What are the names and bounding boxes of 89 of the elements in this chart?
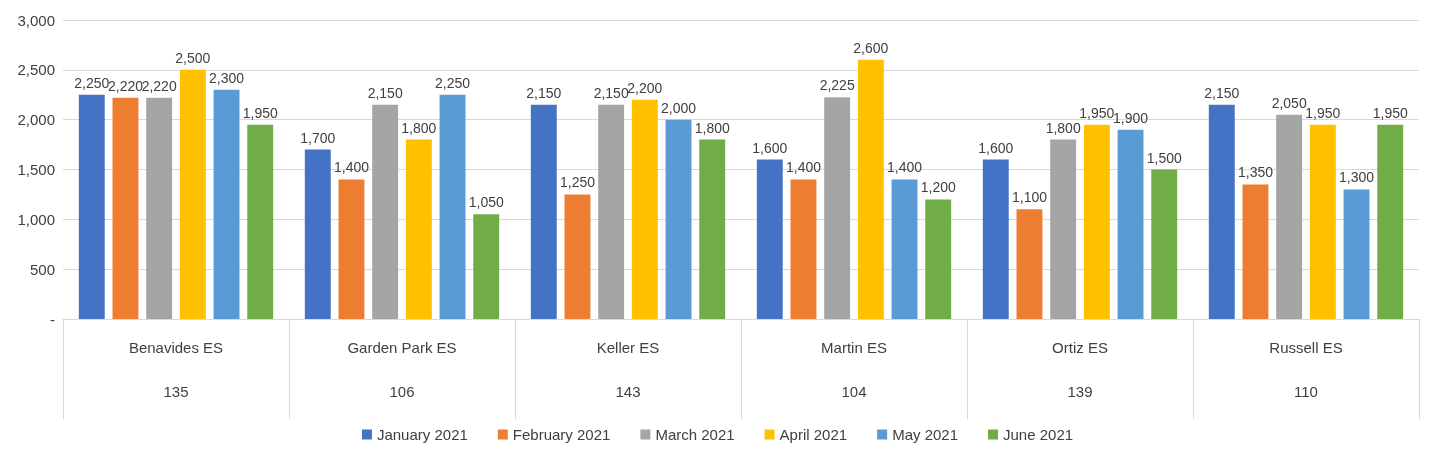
bar: [1050, 139, 1077, 319]
bar: [982, 159, 1009, 319]
data-label: 1,050: [468, 194, 504, 211]
data-label: 1,300: [1339, 169, 1375, 186]
bar: [790, 179, 817, 319]
bar: [112, 97, 139, 319]
legend-label: January 2021: [376, 426, 468, 443]
bar: [857, 59, 884, 319]
data-label: 2,050: [1271, 94, 1307, 111]
y-tick-label: 2,000: [17, 111, 55, 129]
bar: [1117, 129, 1144, 319]
data-label: 1,800: [1045, 119, 1081, 136]
bar: [891, 179, 918, 319]
data-label: 1,800: [694, 119, 730, 136]
data-label: 2,150: [526, 84, 562, 101]
y-tick-label: -: [50, 310, 55, 328]
bar: [824, 97, 851, 319]
legend-label: April 2021: [779, 426, 848, 443]
category-label: Garden Park ES 106: [347, 338, 457, 400]
bar: [1276, 114, 1303, 319]
bar: [338, 179, 365, 319]
bar: [665, 119, 692, 319]
bar: [756, 159, 783, 319]
data-label: 1,250: [559, 174, 596, 191]
bar: [78, 94, 105, 319]
bar: [631, 99, 658, 319]
data-label: 1,200: [920, 179, 956, 196]
data-label: 2,600: [853, 39, 889, 56]
data-label: 1,600: [978, 139, 1014, 156]
category-label: Russell ES 110: [1269, 338, 1343, 400]
data-label: 1,600: [752, 139, 788, 156]
data-label: 1,950: [1079, 104, 1115, 121]
bar: [598, 104, 625, 319]
bar: [439, 94, 466, 319]
data-label: 2,500: [175, 49, 211, 66]
legend-label: May 2021: [892, 426, 959, 443]
data-label: 1,400: [785, 159, 822, 176]
y-tick-label: 500: [29, 260, 55, 278]
data-label: 2,150: [367, 84, 403, 101]
data-label: 1,900: [1113, 109, 1149, 126]
bar: [179, 69, 206, 319]
data-label: 1,350: [1237, 164, 1274, 181]
data-label: 2,300: [209, 69, 245, 86]
category-label: Ortiz ES 139: [1052, 338, 1108, 400]
bar: [1377, 124, 1404, 319]
y-tick-label: 1,000: [17, 210, 55, 228]
bar: [1208, 104, 1235, 319]
legend-label: March 2021: [655, 426, 735, 443]
bar: [1083, 124, 1110, 319]
bar: [699, 139, 726, 319]
data-label: 1,800: [401, 119, 437, 136]
data-label: 1,950: [242, 104, 278, 121]
data-label: 2,225: [819, 77, 855, 94]
bar: [1242, 184, 1269, 319]
y-tick-label: 3,000: [17, 11, 55, 29]
bar: [405, 139, 432, 319]
category-label: Martin ES 104: [821, 338, 887, 400]
bar: [146, 97, 173, 319]
data-label: 1,500: [1146, 149, 1182, 166]
bar: [530, 104, 557, 319]
bar: [925, 199, 952, 319]
bar: [213, 89, 240, 319]
data-label: 2,250: [435, 74, 471, 91]
data-label: 1,400: [333, 159, 370, 176]
data-label: 2,150: [593, 84, 629, 101]
y-tick-label: 1,500: [17, 161, 55, 178]
bar: [304, 149, 331, 319]
data-label: 1,400: [887, 159, 923, 176]
legend-label: June 2021: [1003, 426, 1074, 443]
data-label: 1,950: [1305, 104, 1341, 121]
category-label: Keller ES 143: [596, 338, 660, 400]
data-label: 1,700: [300, 129, 336, 146]
data-label: 2,200: [627, 79, 663, 96]
bar: [1151, 169, 1178, 319]
data-label: 1,100: [1011, 189, 1048, 206]
data-label: 2,150: [1204, 84, 1240, 101]
bar: [1343, 189, 1370, 319]
bar: [372, 104, 399, 319]
bar: [1016, 209, 1043, 319]
bar: [1309, 124, 1336, 319]
bar: [247, 124, 274, 319]
data-label: 1,950: [1372, 104, 1408, 121]
legend-label: February 2021: [512, 426, 611, 443]
bar: [473, 214, 500, 319]
y-tick-label: 2,500: [17, 61, 55, 79]
data-label: 2,000: [661, 99, 697, 116]
bar: [564, 194, 591, 319]
category-label: Benavides ES 135: [128, 338, 224, 400]
data-label: 2,220: [141, 77, 177, 94]
